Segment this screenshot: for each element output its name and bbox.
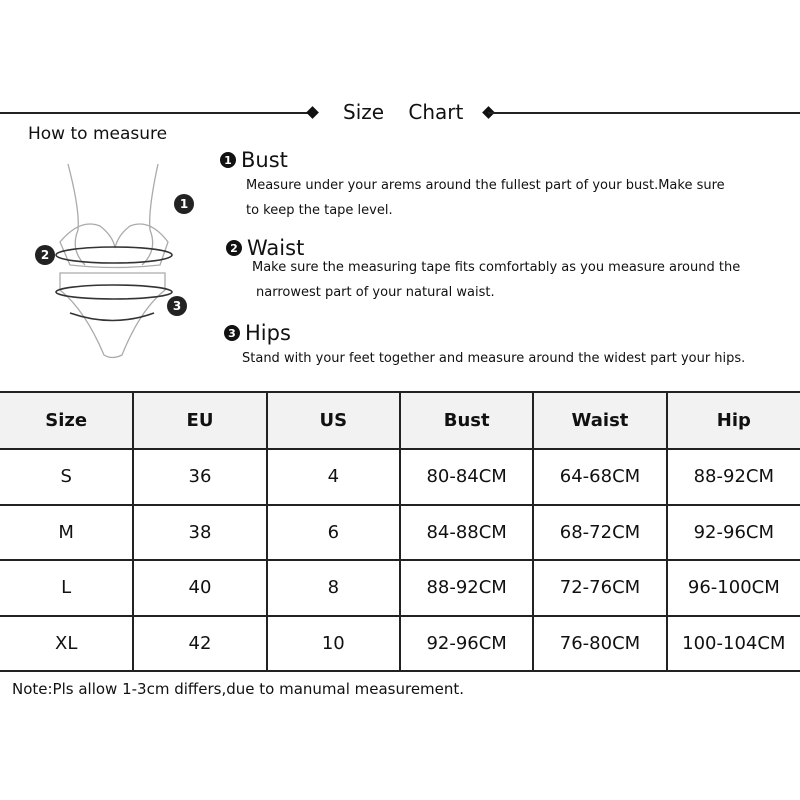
table-cell: XL — [0, 614, 135, 672]
table-cell: 40 — [132, 559, 268, 617]
section-desc: to keep the tape level. — [246, 203, 393, 218]
table-row: M 38 6 84-88CM 68-72CM 92-96CM — [0, 503, 800, 561]
table-cell: 72-76CM — [532, 559, 668, 617]
table-cell: 64-68CM — [532, 448, 668, 506]
illustration-label-1: 1 — [174, 194, 194, 214]
column-header: EU — [132, 391, 268, 450]
table-cell: 88-92CM — [665, 448, 800, 506]
illustration-label-2: 2 — [35, 245, 55, 265]
table-cell: 100-104CM — [665, 614, 800, 672]
table-cell: 92-96CM — [665, 503, 800, 561]
table-row: L 40 8 88-92CM 72-76CM 96-100CM — [0, 559, 800, 617]
table-row: XL 42 10 92-96CM 76-80CM 100-104CM — [0, 614, 800, 672]
table-cell: 92-96CM — [398, 614, 535, 672]
note-text: Note:Pls allow 1-3cm differs,due to manu… — [12, 680, 465, 698]
column-header: Hip — [665, 391, 800, 450]
divider-right — [488, 112, 800, 114]
table-cell: L — [0, 559, 135, 617]
section-bust: 1 Bust Measure under your arems around th… — [220, 147, 725, 223]
section-title: Hips — [245, 321, 291, 345]
column-header: Waist — [532, 391, 668, 450]
table-cell: S — [0, 448, 135, 506]
column-header: Bust — [398, 391, 535, 450]
section-desc: Measure under your arems around the full… — [246, 178, 725, 193]
bikini-illustration — [55, 163, 173, 359]
page-title: Size Chart — [343, 100, 464, 124]
table-cell: 10 — [265, 614, 401, 672]
table-header-row: Size EU US Bust Waist Hip — [0, 391, 800, 450]
section-title: Waist — [247, 236, 305, 260]
how-to-measure-label: How to measure — [28, 124, 168, 144]
table-cell: 38 — [132, 503, 268, 561]
table-cell: 36 — [132, 448, 268, 506]
divider-left — [0, 112, 312, 114]
table-cell: 42 — [132, 614, 268, 672]
section-hips: 3 Hips Stand with your feet together and … — [224, 320, 745, 371]
section-title: Bust — [241, 148, 288, 172]
number-3-icon: 3 — [224, 325, 240, 341]
number-2-icon: 2 — [226, 240, 242, 256]
table-cell: 4 — [265, 448, 401, 506]
section-desc: Stand with your feet together and measur… — [242, 351, 746, 366]
table-cell: 76-80CM — [532, 614, 668, 672]
table-cell: 96-100CM — [665, 559, 800, 617]
table-cell: 88-92CM — [398, 559, 535, 617]
column-header: Size — [0, 391, 135, 450]
diamond-icon — [306, 106, 319, 119]
table-cell: 68-72CM — [532, 503, 668, 561]
table-cell: 8 — [265, 559, 401, 617]
column-header: US — [265, 391, 401, 450]
section-desc: Make sure the measuring tape fits comfor… — [252, 260, 741, 275]
section-waist: 2 Waist Make sure the measuring tape fits… — [226, 235, 740, 305]
table-cell: 6 — [265, 503, 401, 561]
section-desc: narrowest part of your natural waist. — [256, 285, 495, 300]
table-cell: 80-84CM — [398, 448, 535, 506]
table-row: S 36 4 80-84CM 64-68CM 88-92CM — [0, 448, 800, 506]
size-table: Size EU US Bust Waist Hip S 36 4 80-84CM 64-68CM 8… — [0, 391, 800, 672]
number-1-icon: 1 — [220, 152, 236, 168]
table-cell: 84-88CM — [398, 503, 535, 561]
illustration-label-3: 3 — [167, 296, 187, 316]
table-cell: M — [0, 503, 135, 561]
